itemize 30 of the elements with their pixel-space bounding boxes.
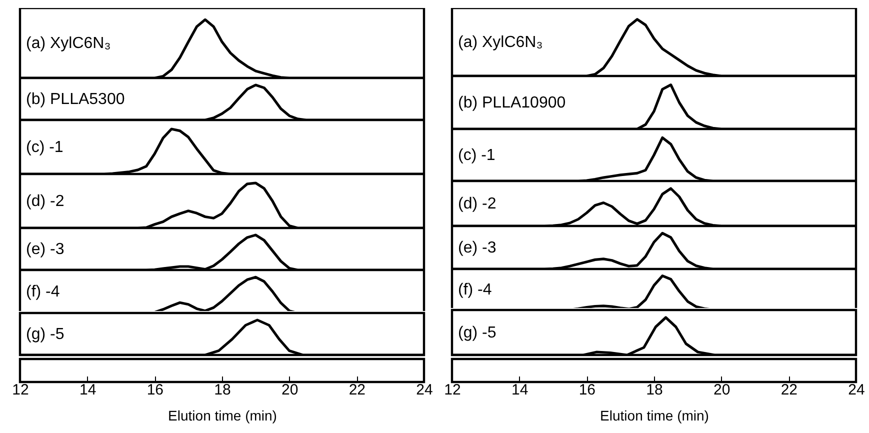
series-label: (g) -5	[458, 324, 496, 342]
x-axis-title: Elution time (min)	[600, 408, 709, 424]
series-label: (d) -2	[26, 193, 64, 210]
x-axis-title: Elution time (min)	[168, 408, 277, 424]
series-label: (c) -1	[458, 147, 496, 164]
x-tick-label: 14	[511, 382, 528, 398]
x-tick-label: 18	[646, 382, 663, 398]
series-label: (a) XylC6N₃	[26, 35, 111, 52]
x-tick-label: 18	[214, 382, 231, 398]
x-tick-label: 22	[780, 382, 798, 398]
x-tick-label: 16	[578, 382, 596, 398]
x-tick-label: 14	[79, 382, 96, 398]
x-tick-label: 16	[146, 382, 164, 398]
series-label: (b) PLLA10900	[458, 94, 566, 112]
series-label: (f) -4	[458, 282, 492, 298]
series-label: (e) -3	[26, 241, 64, 258]
series-label: (f) -4	[26, 284, 60, 300]
series-label: (b) PLLA5300	[26, 91, 125, 108]
x-tick-label: 12	[444, 382, 461, 398]
x-tick-label: 24	[416, 382, 433, 398]
x-tick-label: 20	[713, 382, 730, 398]
x-tick-label: 12	[12, 382, 29, 398]
x-tick-label: 20	[281, 382, 298, 398]
series-label: (a) XylC6N₃	[458, 34, 543, 51]
x-tick-label: 22	[348, 382, 366, 398]
series-label: (d) -2	[458, 196, 496, 212]
series-label: (e) -3	[458, 240, 496, 256]
series-label: (g) -5	[26, 326, 64, 343]
x-tick-label: 24	[848, 382, 865, 398]
series-label: (c) -1	[26, 139, 64, 156]
